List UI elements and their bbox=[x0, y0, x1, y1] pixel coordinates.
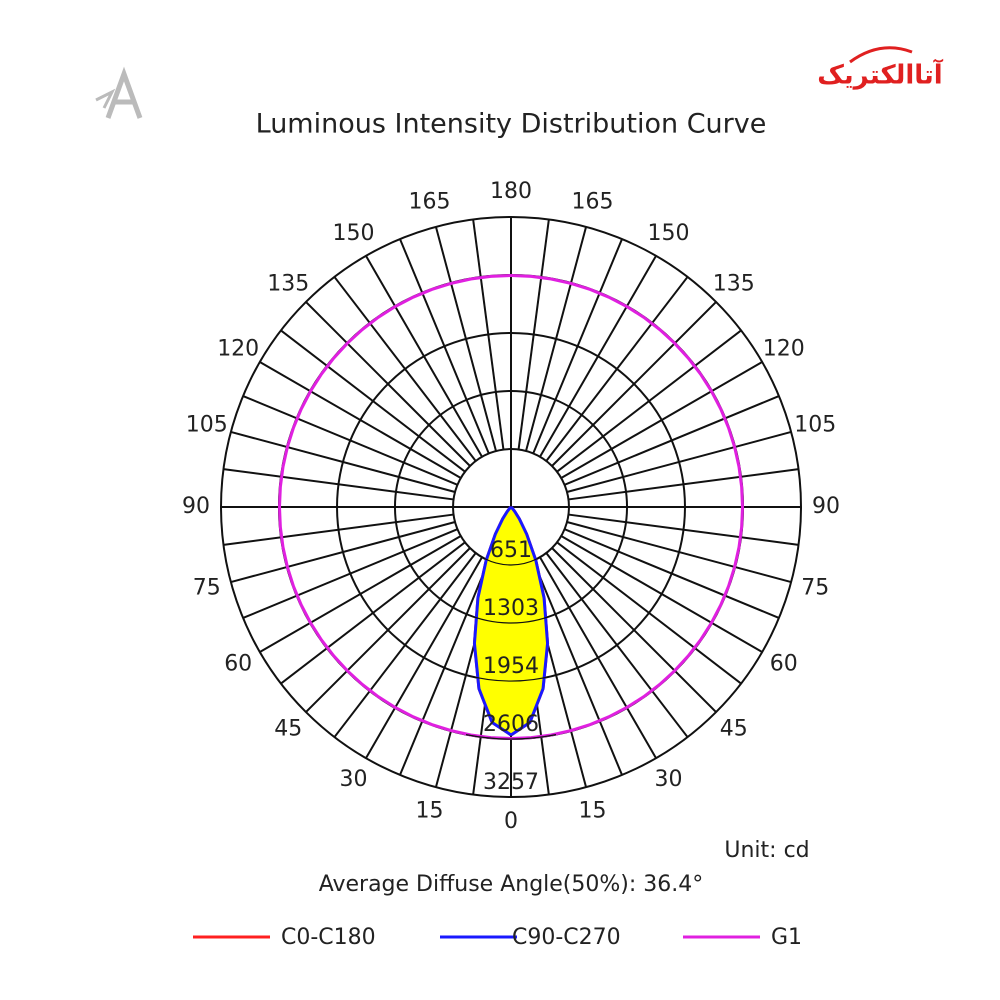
angle-label: 105 bbox=[186, 412, 228, 437]
radial-label: 1954 bbox=[483, 654, 539, 679]
radial-label: 3257 bbox=[483, 770, 539, 795]
angle-label: 150 bbox=[648, 221, 690, 246]
angle-label: 75 bbox=[193, 576, 221, 601]
angle-label: 135 bbox=[713, 271, 755, 296]
angle-label: 105 bbox=[794, 412, 836, 437]
angle-label: 60 bbox=[770, 652, 798, 677]
angle-label: 45 bbox=[274, 717, 302, 742]
logo-text: آتاالکتریک bbox=[817, 59, 943, 91]
chart-title: Luminous Intensity Distribution Curve bbox=[256, 109, 767, 140]
ring-overlay bbox=[465, 792, 557, 798]
ring-overlay bbox=[465, 543, 557, 566]
angle-label: 120 bbox=[217, 337, 259, 362]
angle-label: 135 bbox=[267, 271, 309, 296]
legend-label: C90-C270 bbox=[512, 925, 621, 950]
series-curve bbox=[277, 274, 512, 740]
brand-logo: آتاالکتریک bbox=[817, 46, 944, 91]
ring-overlay bbox=[465, 734, 557, 740]
legend-label: G1 bbox=[771, 925, 802, 950]
ring-overlay bbox=[465, 613, 557, 624]
angle-label: 180 bbox=[490, 179, 532, 204]
angle-label: 90 bbox=[182, 494, 210, 519]
radial-label: 2606 bbox=[483, 712, 539, 737]
angle-label: 165 bbox=[572, 190, 614, 215]
watermark-logo bbox=[95, 66, 143, 119]
angle-label: 45 bbox=[720, 717, 748, 742]
unit-label: Unit: cd bbox=[724, 838, 809, 863]
angle-label: 75 bbox=[801, 576, 829, 601]
angle-label: 0 bbox=[504, 809, 518, 834]
annotation: Average Diffuse Angle(50%): 36.4° bbox=[319, 872, 704, 897]
angle-label: 150 bbox=[333, 221, 375, 246]
legend-label: C0-C180 bbox=[281, 925, 376, 950]
angle-label: 15 bbox=[415, 798, 443, 823]
angle-label: 60 bbox=[224, 652, 252, 677]
angle-label: 15 bbox=[579, 798, 607, 823]
angle-label: 30 bbox=[340, 767, 368, 792]
ring-overlay bbox=[465, 674, 557, 682]
radial-label: 651 bbox=[490, 538, 532, 563]
angle-label: 30 bbox=[655, 767, 683, 792]
series-curve bbox=[510, 274, 745, 740]
angle-label: 90 bbox=[812, 494, 840, 519]
radial-label: 1303 bbox=[483, 596, 539, 621]
angle-label: 120 bbox=[763, 337, 805, 362]
angle-label: 165 bbox=[408, 190, 450, 215]
